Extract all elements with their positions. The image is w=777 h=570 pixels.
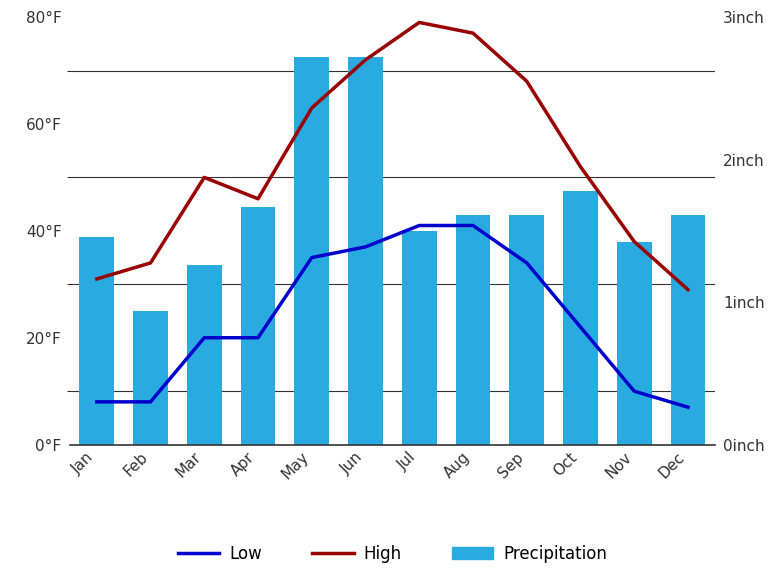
Bar: [455, 215, 490, 445]
Bar: [133, 311, 168, 445]
Bar: [79, 237, 114, 445]
Bar: [241, 206, 276, 445]
Bar: [617, 242, 652, 445]
Legend: Low, High, Precipitation: Low, High, Precipitation: [171, 539, 614, 570]
Bar: [348, 57, 383, 445]
Bar: [671, 215, 706, 445]
Bar: [186, 265, 221, 445]
Bar: [563, 191, 598, 445]
Bar: [294, 57, 329, 445]
Bar: [509, 215, 544, 445]
Bar: [402, 231, 437, 445]
